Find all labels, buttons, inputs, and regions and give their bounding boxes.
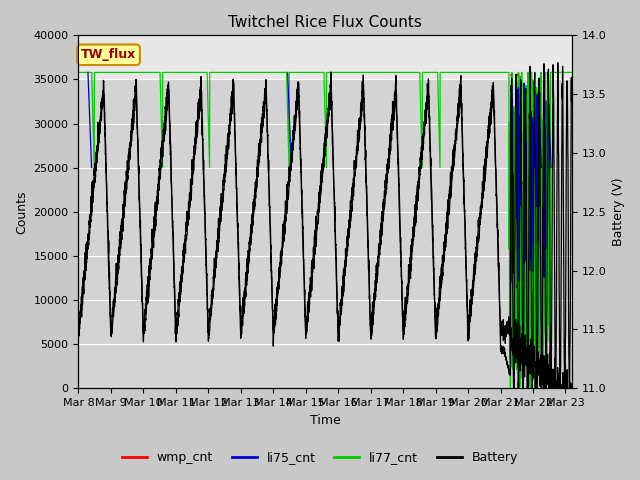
Title: Twitchel Rice Flux Counts: Twitchel Rice Flux Counts [228, 15, 422, 30]
Y-axis label: Battery (V): Battery (V) [612, 178, 625, 246]
Text: TW_flux: TW_flux [81, 48, 136, 61]
Legend: wmp_cnt, li75_cnt, li77_cnt, Battery: wmp_cnt, li75_cnt, li77_cnt, Battery [116, 446, 524, 469]
Bar [79, 36, 572, 80]
X-axis label: Time: Time [310, 414, 340, 427]
Y-axis label: Counts: Counts [15, 190, 28, 234]
